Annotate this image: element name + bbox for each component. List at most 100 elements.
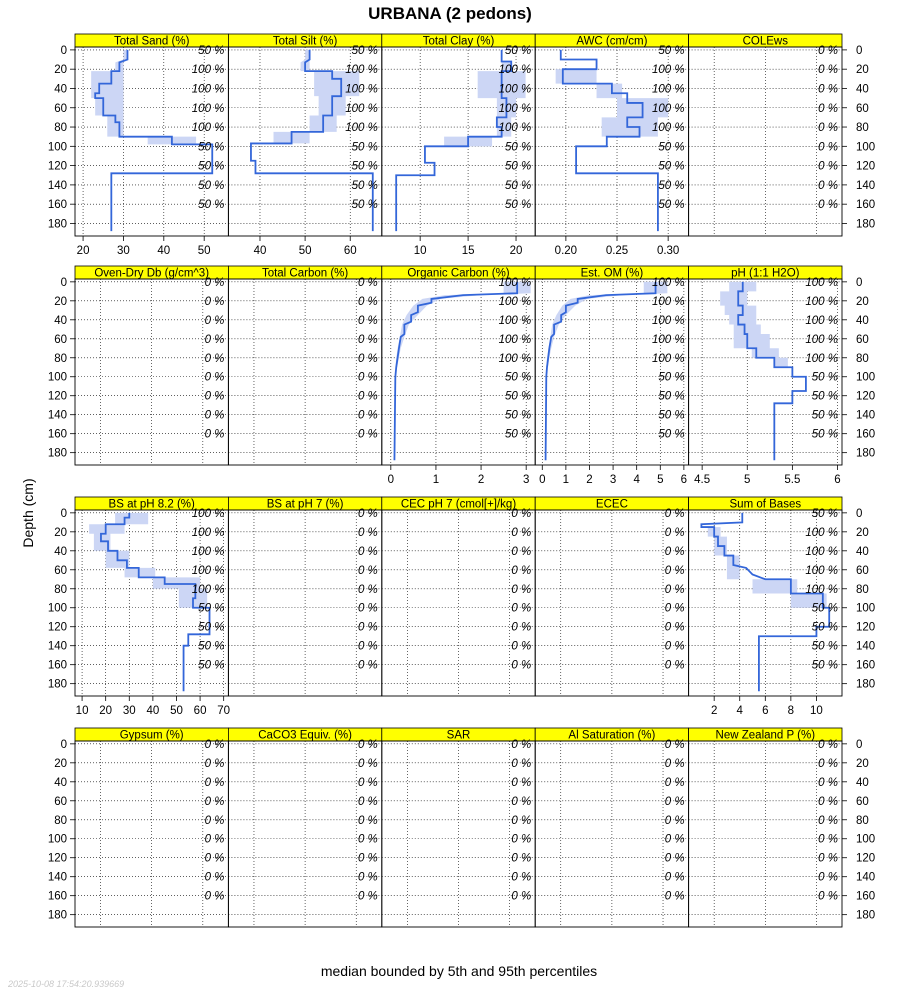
pct-label: 50 % xyxy=(658,161,684,173)
y-tick-label-left: 0 xyxy=(61,739,67,751)
percentile-band-bs-at-ph-8-2 xyxy=(89,512,208,608)
pct-label: 100 % xyxy=(499,334,532,346)
pct-label: 50 % xyxy=(198,45,224,57)
pct-label: 100 % xyxy=(192,565,225,577)
pct-label: 0 % xyxy=(205,429,225,441)
median-line-awc-cm-cm xyxy=(559,49,659,232)
pct-label: 0 % xyxy=(665,815,685,827)
x-tick-label: 60 xyxy=(344,245,357,257)
x-tick-label: 3 xyxy=(523,474,529,486)
pct-label: 100 % xyxy=(652,277,685,289)
pct-label: 0 % xyxy=(818,777,838,789)
median-line-bs-at-ph-8-2 xyxy=(100,512,211,692)
y-tick-label-right: 140 xyxy=(856,180,875,192)
pct-label: 100 % xyxy=(499,64,532,76)
pct-label: 0 % xyxy=(205,739,225,751)
pct-label: 50 % xyxy=(658,180,684,192)
pct-label: 50 % xyxy=(352,199,378,211)
x-tick-label: 0 xyxy=(388,474,394,486)
pct-label: 100 % xyxy=(652,122,685,134)
y-tick-label-right: 180 xyxy=(856,448,875,460)
y-tick-label-right: 160 xyxy=(856,429,875,441)
y-tick-label-left: 60 xyxy=(54,334,67,346)
pct-label: 50 % xyxy=(658,372,684,384)
panel-colews: COLEws 0 % 0 % 0 % 0 % 0 % 0 % 0 % 0 % 0 % xyxy=(688,33,843,237)
x-tick-label: 0.20 xyxy=(555,245,577,257)
panel-bs-at-ph-8-2: BS at pH 8.2 (%)100 %100 %100 %100 %100 … xyxy=(74,496,230,717)
panel-awc-cm-cm: AWC (cm/cm) 50 % 100 % 100 % 100 % 100 % 50 % 5… xyxy=(534,33,690,257)
pct-label: 0 % xyxy=(818,45,838,57)
pct-label: 0 % xyxy=(818,853,838,865)
strip-label-caco3-equiv: CaCO3 Equiv. (%) xyxy=(258,730,352,742)
pct-label: 50 % xyxy=(505,410,531,422)
panel-frame xyxy=(688,740,843,928)
pct-label: 0 % xyxy=(511,872,531,884)
pct-label: 100 % xyxy=(805,334,838,346)
panel-total-clay: Total Clay (%) 50 % 100 % 100 % 100 % 100 % 50… xyxy=(381,33,536,257)
pct-label: 0 % xyxy=(818,815,838,827)
x-tick-label: 8 xyxy=(788,705,794,717)
y-tick-label-right: 20 xyxy=(856,296,869,308)
pct-label: 0 % xyxy=(205,353,225,365)
x-tick-label: 15 xyxy=(462,245,475,257)
pct-label: 0 % xyxy=(205,796,225,808)
pct-label: 0 % xyxy=(358,891,378,903)
x-tick-label: 40 xyxy=(146,705,159,717)
x-tick-label: 10 xyxy=(76,705,89,717)
strip-label-total-clay: Total Clay (%) xyxy=(423,36,495,48)
y-tick-label-left: 160 xyxy=(48,199,67,211)
pct-label: 0 % xyxy=(818,796,838,808)
pct-label: 0 % xyxy=(818,891,838,903)
pct-label: 0 % xyxy=(818,122,838,134)
pct-label: 0 % xyxy=(511,508,531,520)
strip-label-total-sand: Total Sand (%) xyxy=(114,36,190,48)
pct-label: 50 % xyxy=(505,141,531,153)
pct-label: 0 % xyxy=(205,758,225,770)
x-tick-label: 30 xyxy=(117,245,130,257)
pct-label: 100 % xyxy=(652,334,685,346)
pct-label: 0 % xyxy=(665,872,685,884)
pct-label: 0 % xyxy=(665,508,685,520)
y-tick-label-left: 80 xyxy=(54,122,67,134)
strip-label-bs-at-ph-7: BS at pH 7 (%) xyxy=(267,499,344,511)
pct-label: 50 % xyxy=(812,603,838,615)
y-tick-label-right: 100 xyxy=(856,834,875,846)
y-tick-label-left: 20 xyxy=(54,64,67,76)
y-tick-label-right: 60 xyxy=(856,565,869,577)
pct-label: 50 % xyxy=(505,45,531,57)
pct-label: 0 % xyxy=(358,660,378,672)
pct-label: 0 % xyxy=(665,584,685,596)
pct-label: 0 % xyxy=(205,872,225,884)
y-tick-label-left: 180 xyxy=(48,448,67,460)
y-tick-label-right: 40 xyxy=(856,546,869,558)
pct-label: 50 % xyxy=(812,508,838,520)
pct-label: 0 % xyxy=(205,777,225,789)
pct-label: 100 % xyxy=(805,527,838,539)
pct-label: 0 % xyxy=(511,565,531,577)
chart-footer: median bounded by 5th and 95th percentil… xyxy=(320,963,598,979)
pct-label: 0 % xyxy=(818,872,838,884)
pct-label: 100 % xyxy=(192,83,225,95)
y-tick-label-left: 0 xyxy=(61,45,67,57)
pct-label: 100 % xyxy=(805,546,838,558)
pct-label: 100 % xyxy=(499,103,532,115)
y-tick-label-left: 140 xyxy=(48,180,67,192)
pct-label: 0 % xyxy=(358,391,378,403)
percentile-band-total-clay xyxy=(444,49,526,147)
pct-label: 50 % xyxy=(658,199,684,211)
pct-label: 50 % xyxy=(352,141,378,153)
pct-label: 50 % xyxy=(198,603,224,615)
y-tick-label-right: 0 xyxy=(856,45,862,57)
panel-al-saturation: Al Saturation (%) 0 % 0 % 0 % 0 % 0 % 0 % 0 % 0 … xyxy=(534,727,690,928)
strip-label-organic-carbon: Organic Carbon (%) xyxy=(407,268,509,280)
pct-label: 0 % xyxy=(358,739,378,751)
pct-label: 50 % xyxy=(505,199,531,211)
y-tick-label-right: 60 xyxy=(856,334,869,346)
pct-label: 0 % xyxy=(205,853,225,865)
x-tick-label: 5 xyxy=(657,474,663,486)
strip-label-bs-at-ph-8-2: BS at pH 8.2 (%) xyxy=(109,499,195,511)
x-tick-label: 1 xyxy=(563,474,569,486)
pct-label: 0 % xyxy=(511,546,531,558)
pct-label: 0 % xyxy=(358,546,378,558)
chart-title: URBANA (2 pedons) xyxy=(368,4,532,23)
